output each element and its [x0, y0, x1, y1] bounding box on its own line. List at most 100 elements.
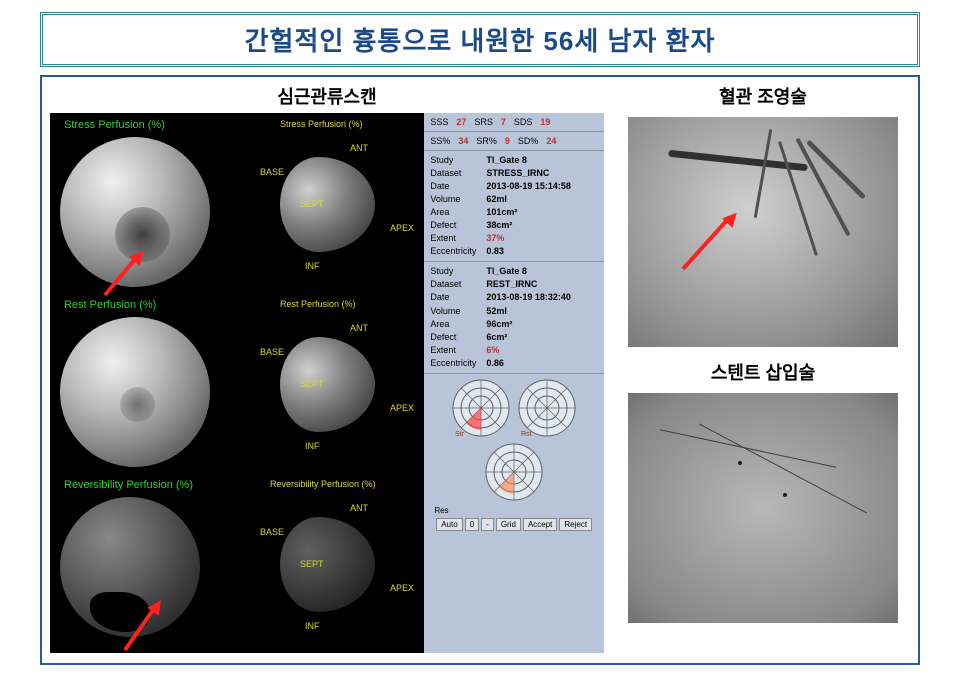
rev-left-label: Reversibility Perfusion (%) — [64, 479, 193, 491]
scan-column: 심근관류스캔 Stress Perfusion (%) Stress Perfu… — [42, 77, 612, 663]
s2-ecc-v: 0.86 — [486, 357, 504, 370]
s2-date-l: Date — [430, 291, 486, 304]
zero-button[interactable]: 0 — [465, 518, 479, 531]
srs-label: SRS — [474, 117, 493, 127]
s2-area-l: Area — [430, 318, 486, 331]
anat-sept-1: SEPT — [300, 199, 324, 209]
reject-button[interactable]: Reject — [559, 518, 592, 531]
sss-label: SSS — [430, 117, 448, 127]
srs-value: 7 — [501, 117, 506, 127]
scan-title: 심근관류스캔 — [50, 83, 604, 109]
angiogram-image — [628, 117, 898, 347]
perfusion-panel: Stress Perfusion (%) Stress Perfusion (%… — [50, 113, 424, 653]
anat-apex-2: APEX — [390, 403, 414, 413]
polar-map-rev — [484, 442, 544, 502]
s2-study-v: Tl_Gate 8 — [486, 265, 527, 278]
svg-text:Str: Str — [455, 431, 465, 438]
s1-area-v: 101cm² — [486, 206, 517, 219]
s2-dataset-v: REST_IRNC — [486, 278, 537, 291]
s1-ext-v: 37% — [486, 232, 504, 245]
sdp-value: 24 — [546, 136, 556, 146]
anat-base-2: BASE — [260, 347, 284, 357]
s2-ecc-l: Eccentricity — [430, 357, 486, 370]
accept-button[interactable]: Accept — [523, 518, 557, 531]
polar-area: Str Rst Res Auto 0 - Grid Accept Reject — [424, 374, 604, 653]
rev-right-label: Reversibility Perfusion (%) — [270, 479, 376, 489]
score-row-1: SSS 27 SRS 7 SDS 19 — [424, 113, 604, 132]
rest-half-sphere — [280, 337, 375, 432]
s2-date-v: 2013-08-19 18:32:40 — [486, 291, 571, 304]
polar-map-rest: Rst — [517, 378, 577, 438]
study-block-rest: StudyTl_Gate 8 DatasetREST_IRNC Date2013… — [424, 262, 604, 373]
s1-ecc-l: Eccentricity — [430, 245, 486, 258]
s1-def-v: 38cm² — [486, 219, 512, 232]
scan-area: Stress Perfusion (%) Stress Perfusion (%… — [50, 113, 604, 653]
anat-apex-1: APEX — [390, 223, 414, 233]
angio-arrow-icon — [682, 216, 732, 271]
polar-map-stress: Str — [451, 378, 511, 438]
s2-ext-l: Extent — [430, 344, 486, 357]
anat-ant-1: ANT — [350, 143, 368, 153]
s1-def-l: Defect — [430, 219, 486, 232]
srp-value: 9 — [505, 136, 510, 146]
anat-ant-3: ANT — [350, 503, 368, 513]
anat-sept-2: SEPT — [300, 379, 324, 389]
s2-def-l: Defect — [430, 331, 486, 344]
grid-button[interactable]: Grid — [496, 518, 521, 531]
s1-dataset-l: Dataset — [430, 167, 486, 180]
s1-vol-l: Volume — [430, 193, 486, 206]
rest-left-label: Rest Perfusion (%) — [64, 299, 156, 311]
sds-value: 19 — [540, 117, 550, 127]
anat-inf-2: INF — [305, 441, 320, 451]
svg-text:Rst: Rst — [521, 431, 532, 438]
srp-label: SR% — [476, 136, 497, 146]
s2-study-l: Study — [430, 265, 486, 278]
page-title: 간헐적인 흉통으로 내원한 56세 남자 환자 — [245, 26, 716, 56]
title-bar: 간헐적인 흉통으로 내원한 56세 남자 환자 — [40, 12, 920, 67]
s1-ecc-v: 0.83 — [486, 245, 504, 258]
s2-area-v: 96cm² — [486, 318, 512, 331]
sss-value: 27 — [456, 117, 466, 127]
ssp-value: 34 — [458, 136, 468, 146]
stress-sphere — [60, 137, 210, 287]
ssp-label: SS% — [430, 136, 450, 146]
anat-ant-2: ANT — [350, 323, 368, 333]
s2-ext-v: 6% — [486, 344, 499, 357]
anat-inf-1: INF — [305, 261, 320, 271]
s2-vol-v: 52ml — [486, 305, 507, 318]
stent-title: 스텐트 삽입술 — [620, 359, 906, 385]
stress-left-label: Stress Perfusion (%) — [64, 119, 165, 131]
study-block-stress: StudyTl_Gate 8 DatasetSTRESS_IRNC Date20… — [424, 151, 604, 262]
right-column: 혈관 조영술 스텐트 삽입술 — [612, 77, 914, 663]
angio-title: 혈관 조영술 — [620, 83, 906, 109]
stress-right-label: Stress Perfusion (%) — [280, 119, 363, 129]
anat-base-1: BASE — [260, 167, 284, 177]
s1-date-v: 2013-08-19 15:14:58 — [486, 180, 571, 193]
auto-button[interactable]: Auto — [436, 518, 462, 531]
score-row-2: SS% 34 SR% 9 SD% 24 — [424, 132, 604, 151]
s1-date-l: Date — [430, 180, 486, 193]
sdp-label: SD% — [518, 136, 539, 146]
rest-right-label: Rest Perfusion (%) — [280, 299, 356, 309]
rev-half-sphere — [280, 517, 375, 612]
button-row: Auto 0 - Grid Accept Reject — [433, 515, 595, 534]
s1-area-l: Area — [430, 206, 486, 219]
stent-image — [628, 393, 898, 623]
sds-label: SDS — [514, 117, 533, 127]
s2-vol-l: Volume — [430, 305, 486, 318]
res-label: Res — [434, 506, 448, 515]
anat-apex-3: APEX — [390, 583, 414, 593]
anat-inf-3: INF — [305, 621, 320, 631]
anat-sept-3: SEPT — [300, 559, 324, 569]
content-frame: 심근관류스캔 Stress Perfusion (%) Stress Perfu… — [40, 75, 920, 665]
s1-ext-l: Extent — [430, 232, 486, 245]
s2-def-v: 6cm² — [486, 331, 507, 344]
s1-study-l: Study — [430, 154, 486, 167]
s1-vol-v: 62ml — [486, 193, 507, 206]
s2-dataset-l: Dataset — [430, 278, 486, 291]
stress-half-sphere — [280, 157, 375, 252]
s1-study-v: Tl_Gate 8 — [486, 154, 527, 167]
rev-sphere — [60, 497, 200, 637]
s1-dataset-v: STRESS_IRNC — [486, 167, 549, 180]
minus-button[interactable]: - — [481, 518, 494, 531]
